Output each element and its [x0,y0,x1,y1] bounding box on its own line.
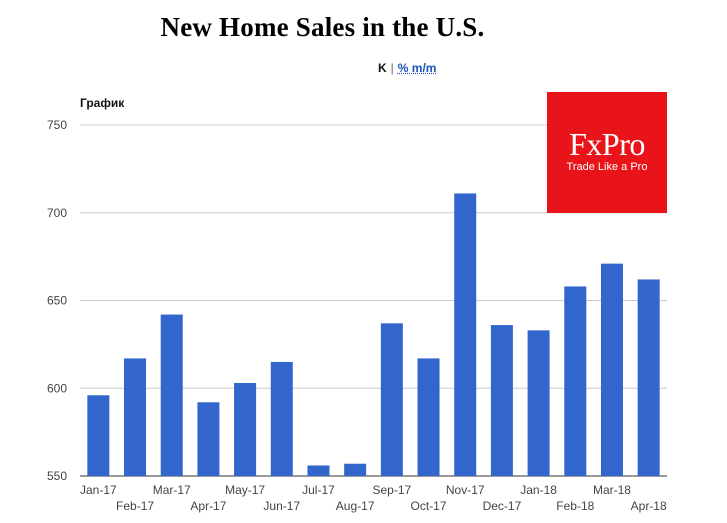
y-axis-labels: 550 600 650 700 750 [47,118,67,483]
bar-apr-18[interactable] [637,279,660,476]
bar-apr-17[interactable] [197,402,220,476]
bar-jul-17[interactable] [307,465,330,476]
bar-mar-17[interactable] [160,314,183,476]
chart-title: New Home Sales in the U.S. [160,12,485,42]
x-tick-label: Mar-18 [593,483,631,497]
bar-oct-17[interactable] [417,358,440,476]
x-tick-label: Jan-18 [520,483,557,497]
bar-jan-18[interactable] [527,330,550,476]
bar-jun-17[interactable] [270,361,293,476]
bar-mar-18[interactable] [600,263,623,476]
y-tick-label: 600 [47,381,67,395]
x-tick-label: Sep-17 [372,483,411,497]
x-tick-label: Jun-17 [263,499,300,513]
logo-tagline: Trade Like a Pro [566,161,648,173]
y-tick-label: 650 [47,294,67,308]
x-tick-label: Jan-17 [80,483,117,497]
x-tick-label: Jul-17 [302,483,335,497]
chart-panel-label: График [80,96,125,110]
x-tick-label: Feb-17 [116,499,154,513]
x-tick-label: Nov-17 [446,483,485,497]
bar-nov-17[interactable] [454,193,477,476]
units-toggle: K |% m/m [378,61,436,75]
x-tick-label: Apr-18 [631,499,667,513]
bars [87,193,660,476]
x-tick-label: Apr-17 [190,499,226,513]
logo-brand: FxPro [569,126,645,162]
percent-change-toggle[interactable]: % m/m [397,61,437,75]
y-tick-label: 750 [47,118,67,132]
bar-dec-17[interactable] [490,325,513,476]
x-axis-labels: Jan-17 Feb-17 Mar-17 Apr-17 May-17 Jun-17Jul-… [80,483,667,513]
bar-feb-18[interactable] [564,286,587,476]
bar-feb-17[interactable] [124,358,147,476]
fxpro-logo: FxPro Trade Like a Pro [547,92,667,213]
y-tick-label: 700 [47,206,67,220]
toggle-separator: | [390,61,394,75]
x-tick-label: Aug-17 [336,499,375,513]
x-tick-label: May-17 [225,483,265,497]
x-tick-label: Feb-18 [556,499,594,513]
bar-sep-17[interactable] [380,323,403,476]
units-k-toggle[interactable]: K [378,61,387,75]
x-tick-label: Oct-17 [411,499,447,513]
y-tick-label: 550 [47,469,67,483]
bar-may-17[interactable] [234,382,257,476]
x-tick-label: Mar-17 [153,483,191,497]
x-tick-label: Dec-17 [483,499,522,513]
bar-aug-17[interactable] [344,463,367,476]
bar-jan-17[interactable] [87,395,110,476]
